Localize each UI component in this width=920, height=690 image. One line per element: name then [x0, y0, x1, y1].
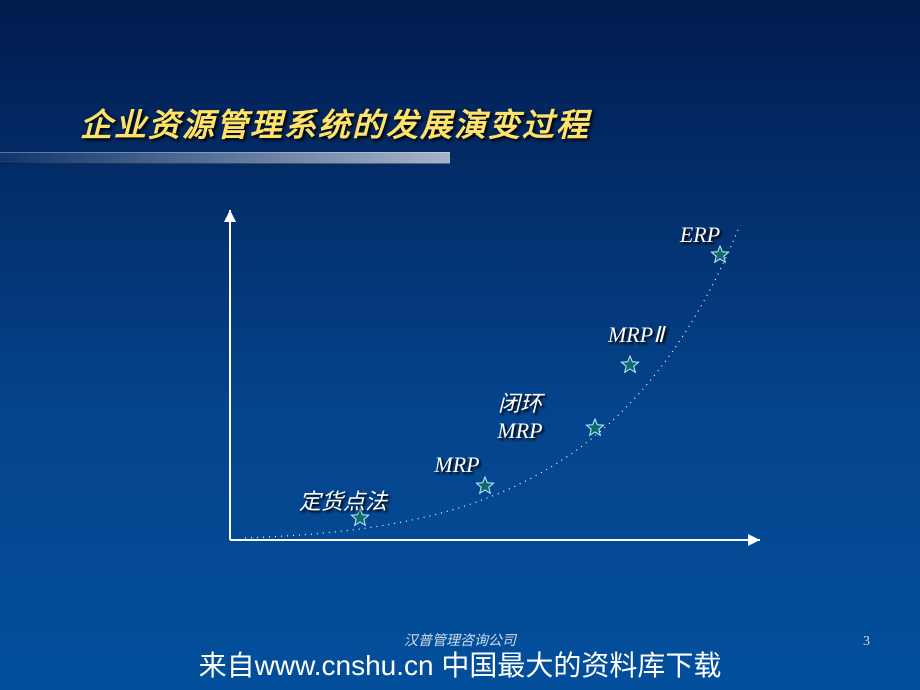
footer-source: 来自www.cnshu.cn 中国最大的资料库下载 — [0, 644, 920, 684]
slide: 企业资源管理系统的发展演变过程 定货点法MRP闭环MRPMRPⅡERP 汉普管理… — [0, 0, 920, 690]
chart-point-label: 闭环MRP — [497, 386, 542, 444]
chart-point-label: MRPⅡ — [608, 322, 664, 348]
chart-svg — [200, 200, 800, 560]
chart-point-label: 定货点法 — [299, 484, 387, 516]
title-rule — [0, 152, 450, 164]
chart-point-label: ERP — [680, 222, 720, 248]
slide-title: 企业资源管理系统的发展演变过程 — [80, 100, 590, 146]
chart-point-label: MRP — [434, 452, 479, 478]
evolution-chart: 定货点法 MRP 闭环MRP MRPⅡ ERP — [200, 200, 800, 560]
